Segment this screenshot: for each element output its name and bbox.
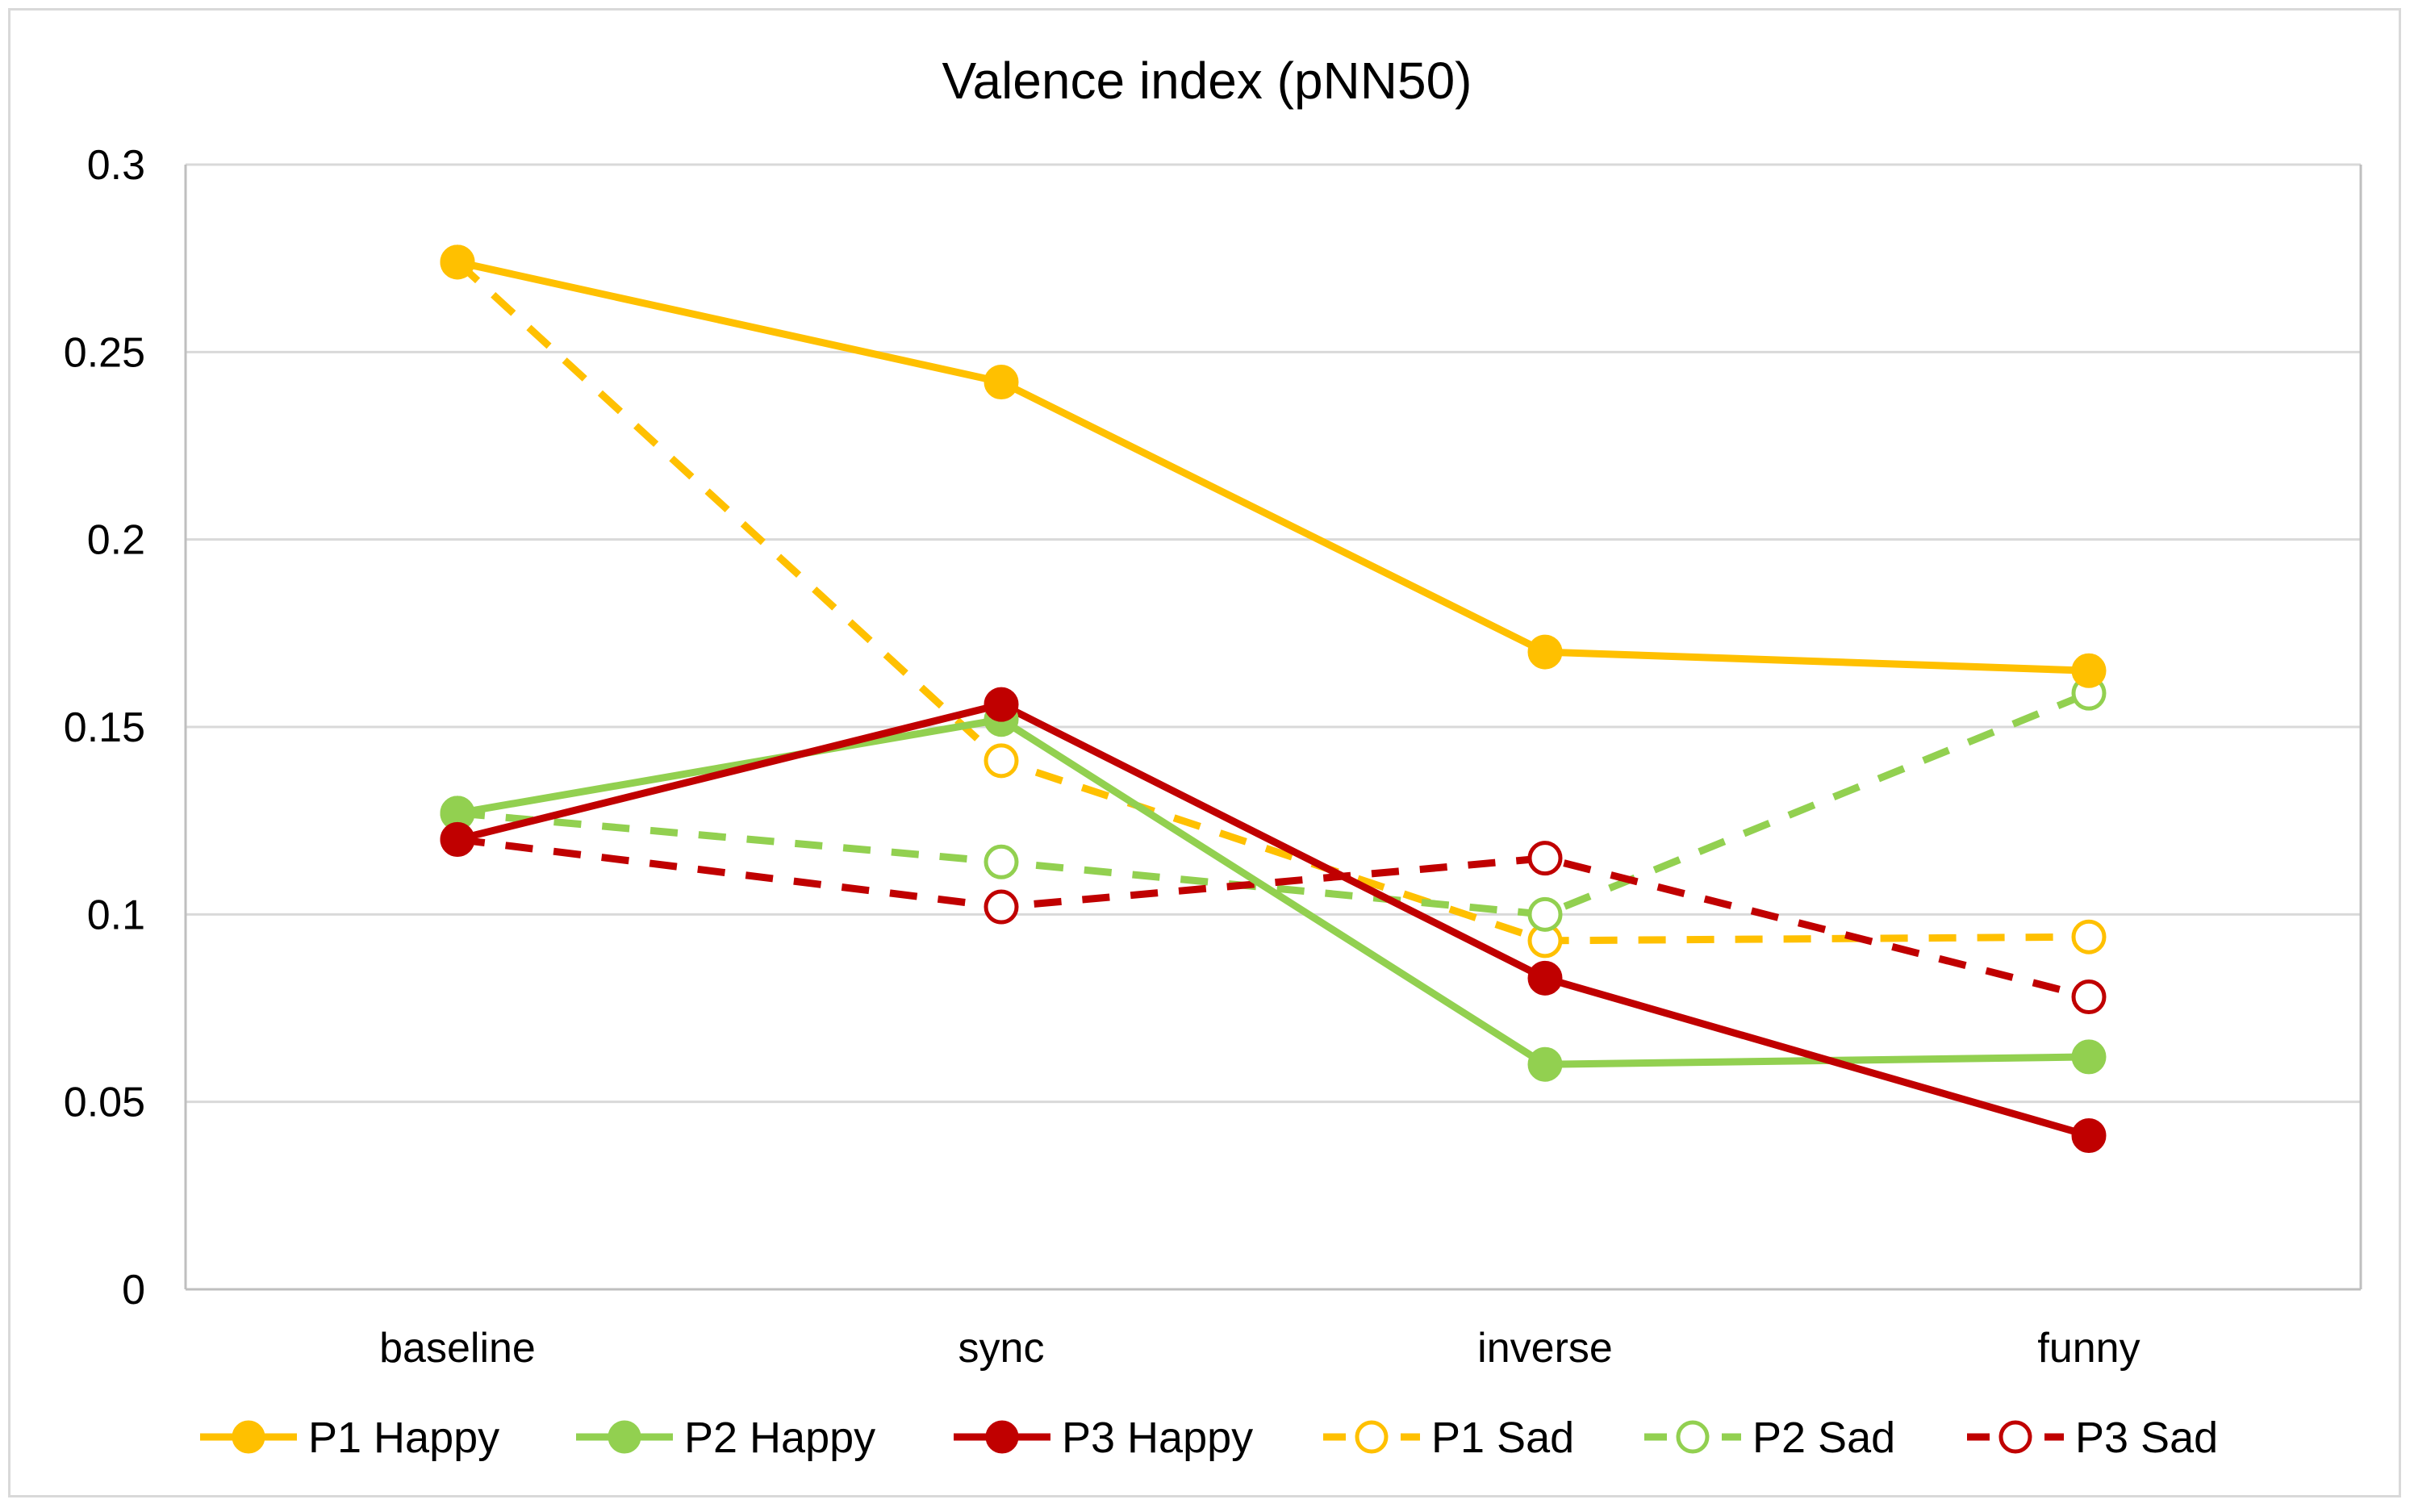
y-tick-label: 0.25 — [64, 329, 145, 376]
data-point — [1527, 841, 1563, 876]
y-tick-label: 0.15 — [64, 704, 145, 751]
y-tick-label: 0.05 — [64, 1080, 145, 1126]
series-line-p1-happy — [453, 258, 2093, 675]
legend-marker — [1998, 1420, 2032, 1454]
legend: P1 Happy P2 Happy P3 Happy P1 Sad P2 Sad P3 S… — [200, 1414, 2218, 1462]
data-point — [2071, 1039, 2107, 1075]
y-tick-label: 0.2 — [87, 517, 145, 564]
legend-marker — [608, 1420, 641, 1454]
data-point — [440, 821, 475, 857]
y-tick-label: 0 — [122, 1267, 145, 1314]
legend-marker — [985, 1420, 1019, 1454]
series-line-p3-happy — [453, 700, 2093, 1139]
legend-label: P1 Happy — [308, 1414, 499, 1462]
series-line-p3-sad — [457, 835, 2090, 1000]
x-axis-ticks: baseline sync inverse funny — [379, 1325, 2140, 1372]
data-point — [440, 244, 475, 280]
data-point — [1527, 634, 1563, 670]
data-point — [984, 889, 1019, 925]
data-point — [1527, 896, 1563, 932]
series-markers — [440, 244, 2107, 1153]
data-point — [1527, 960, 1563, 996]
data-point — [2071, 1117, 2107, 1153]
legend-label: P3 Happy — [1062, 1414, 1253, 1462]
legend-label: P2 Sad — [1752, 1414, 1895, 1462]
data-point — [2071, 653, 2107, 688]
series-line-p2-happy — [453, 716, 2093, 1068]
data-point — [984, 365, 1019, 400]
legend-label: P1 Sad — [1431, 1414, 1574, 1462]
y-tick-label: 0.3 — [87, 142, 145, 189]
data-point — [2071, 919, 2107, 954]
gridlines — [184, 163, 2362, 1291]
chart-title: Valence index (pNN50) — [942, 52, 1472, 110]
legend-marker — [1676, 1420, 1710, 1454]
y-axis-ticks: 0 0.05 0.1 0.15 0.2 0.25 0.3 — [64, 142, 145, 1314]
x-tick-label: inverse — [1477, 1325, 1613, 1372]
x-tick-label: funny — [2037, 1325, 2140, 1372]
legend-marker — [1355, 1420, 1389, 1454]
series-lines — [453, 258, 2093, 1139]
data-point — [2071, 979, 2107, 1015]
series-line-p1-sad — [454, 259, 2090, 945]
legend-label: P2 Happy — [684, 1414, 875, 1462]
legend-marker — [232, 1420, 265, 1454]
data-point — [984, 844, 1019, 879]
data-point — [984, 687, 1019, 722]
chart-frame — [8, 8, 2401, 1497]
legend-label: P3 Sad — [2075, 1414, 2218, 1462]
x-tick-label: baseline — [379, 1325, 536, 1372]
x-tick-label: sync — [958, 1325, 1045, 1372]
data-point — [984, 743, 1019, 779]
data-point — [1527, 1046, 1563, 1082]
y-tick-label: 0.1 — [87, 892, 145, 938]
